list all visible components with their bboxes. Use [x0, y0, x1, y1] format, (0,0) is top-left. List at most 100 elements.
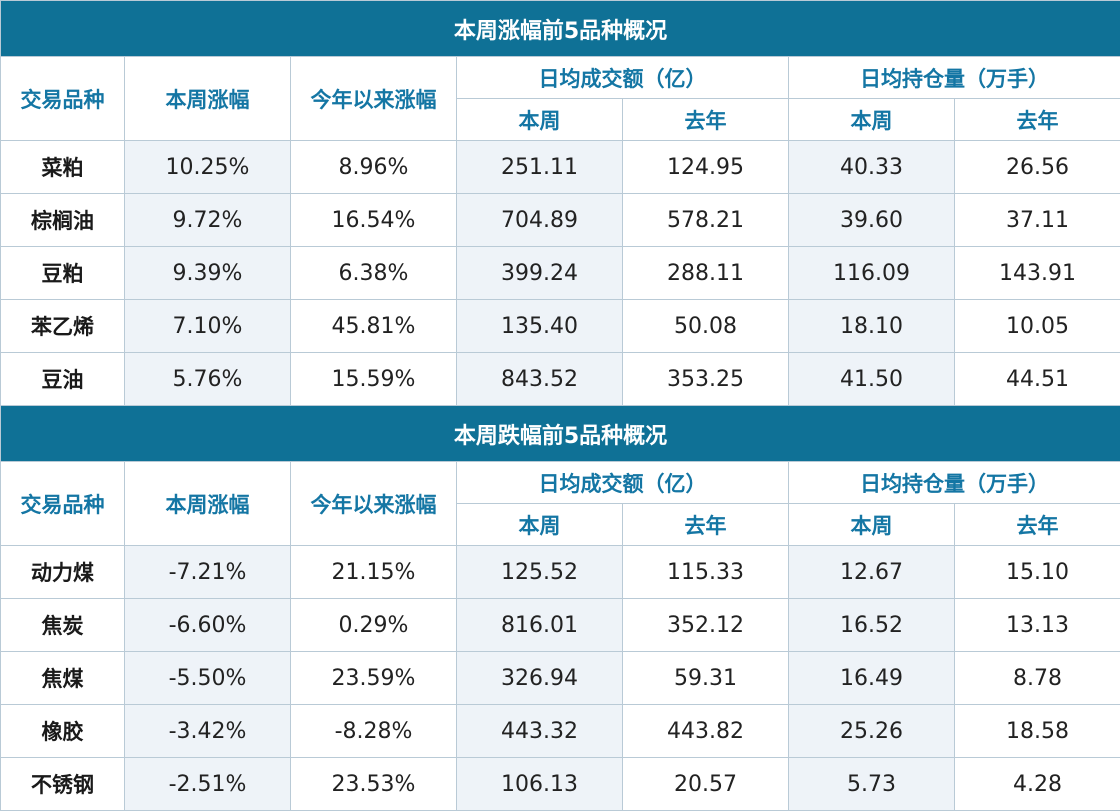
cell-volume-week: 816.01 — [456, 598, 623, 652]
cell-volume-last-year: 352.12 — [622, 598, 789, 652]
cell-week-change: -6.60% — [124, 598, 291, 652]
cell-oi-last-year: 18.58 — [953, 704, 1120, 758]
table-row: 豆油 5.76% 15.59% 843.52 353.25 41.50 44.51 — [0, 352, 1120, 406]
cell-volume-last-year: 20.57 — [622, 757, 789, 811]
header-oi-this-week: 本周 — [788, 98, 955, 141]
cell-ytd-change: -8.28% — [290, 704, 457, 758]
cell-volume-last-year: 578.21 — [622, 193, 789, 247]
table-row: 动力煤 -7.21% 21.15% 125.52 115.33 12.67 15.10 — [0, 545, 1120, 599]
cell-week-change: 10.25% — [124, 140, 291, 194]
cell-volume-week: 443.32 — [456, 704, 623, 758]
commodity-name: 菜粕 — [0, 140, 125, 194]
section-title: 本周涨幅前5品种概况 — [0, 0, 1120, 57]
header-volume-last-year: 去年 — [622, 98, 789, 141]
section-title-row: 本周涨幅前5品种概况 — [0, 0, 1120, 57]
header-oi-last-year: 去年 — [953, 98, 1120, 141]
cell-week-change: 5.76% — [124, 352, 291, 406]
commodity-name: 棕榈油 — [0, 193, 125, 247]
cell-volume-last-year: 443.82 — [622, 704, 789, 758]
commodity-name: 豆油 — [0, 352, 125, 406]
cell-volume-week: 135.40 — [456, 299, 623, 353]
cell-oi-week: 40.33 — [788, 140, 955, 194]
header-volume-group: 日均成交额（亿） — [456, 56, 789, 99]
cell-oi-last-year: 143.91 — [953, 246, 1120, 300]
commodity-name: 不锈钢 — [0, 757, 125, 811]
cell-week-change: 7.10% — [124, 299, 291, 353]
cell-ytd-change: 23.53% — [290, 757, 457, 811]
header-row-top: 交易品种 本周涨幅 今年以来涨幅 日均成交额（亿） 日均持仓量（万手） — [0, 461, 1120, 546]
cell-ytd-change: 45.81% — [290, 299, 457, 353]
cell-ytd-change: 16.54% — [290, 193, 457, 247]
cell-oi-week: 5.73 — [788, 757, 955, 811]
cell-volume-week: 704.89 — [456, 193, 623, 247]
header-volume-last-year: 去年 — [622, 503, 789, 546]
cell-oi-last-year: 8.78 — [953, 651, 1120, 705]
header-ytd-change: 今年以来涨幅 — [290, 461, 457, 546]
header-volume-this-week: 本周 — [456, 503, 623, 546]
header-name: 交易品种 — [0, 56, 125, 141]
cell-volume-week: 399.24 — [456, 246, 623, 300]
cell-week-change: -7.21% — [124, 545, 291, 599]
cell-oi-week: 16.52 — [788, 598, 955, 652]
header-row-top: 交易品种 本周涨幅 今年以来涨幅 日均成交额（亿） 日均持仓量（万手） — [0, 56, 1120, 141]
cell-volume-week: 106.13 — [456, 757, 623, 811]
cell-oi-last-year: 26.56 — [953, 140, 1120, 194]
table-row: 棕榈油 9.72% 16.54% 704.89 578.21 39.60 37.11 — [0, 193, 1120, 247]
table-row: 不锈钢 -2.51% 23.53% 106.13 20.57 5.73 4.28 — [0, 757, 1120, 811]
header-name: 交易品种 — [0, 461, 125, 546]
commodity-name: 焦炭 — [0, 598, 125, 652]
cell-volume-last-year: 124.95 — [622, 140, 789, 194]
cell-oi-last-year: 10.05 — [953, 299, 1120, 353]
header-ytd-change: 今年以来涨幅 — [290, 56, 457, 141]
commodity-name: 焦煤 — [0, 651, 125, 705]
cell-oi-last-year: 13.13 — [953, 598, 1120, 652]
cell-ytd-change: 8.96% — [290, 140, 457, 194]
cell-volume-last-year: 115.33 — [622, 545, 789, 599]
header-volume-this-week: 本周 — [456, 98, 623, 141]
cell-oi-week: 41.50 — [788, 352, 955, 406]
cell-volume-last-year: 50.08 — [622, 299, 789, 353]
header-week-change: 本周涨幅 — [124, 461, 291, 546]
table-row: 苯乙烯 7.10% 45.81% 135.40 50.08 18.10 10.05 — [0, 299, 1120, 353]
cell-volume-week: 251.11 — [456, 140, 623, 194]
section-title-row: 本周跌幅前5品种概况 — [0, 405, 1120, 462]
cell-oi-week: 18.10 — [788, 299, 955, 353]
cell-oi-week: 39.60 — [788, 193, 955, 247]
cell-week-change: -2.51% — [124, 757, 291, 811]
header-oi-group: 日均持仓量（万手） — [787, 56, 1120, 99]
commodity-name: 苯乙烯 — [0, 299, 125, 353]
cell-volume-week: 326.94 — [456, 651, 623, 705]
commodity-name: 豆粕 — [0, 246, 125, 300]
table-row: 橡胶 -3.42% -8.28% 443.32 443.82 25.26 18.58 — [0, 704, 1120, 758]
cell-oi-week: 12.67 — [788, 545, 955, 599]
cell-ytd-change: 21.15% — [290, 545, 457, 599]
cell-ytd-change: 0.29% — [290, 598, 457, 652]
cell-oi-last-year: 44.51 — [953, 352, 1120, 406]
header-oi-last-year: 去年 — [953, 503, 1120, 546]
cell-oi-week: 16.49 — [788, 651, 955, 705]
cell-oi-last-year: 4.28 — [953, 757, 1120, 811]
cell-ytd-change: 6.38% — [290, 246, 457, 300]
table-row: 菜粕 10.25% 8.96% 251.11 124.95 40.33 26.56 — [0, 140, 1120, 194]
cell-volume-last-year: 353.25 — [622, 352, 789, 406]
cell-week-change: -3.42% — [124, 704, 291, 758]
cell-volume-week: 125.52 — [456, 545, 623, 599]
table-row: 豆粕 9.39% 6.38% 399.24 288.11 116.09 143.91 — [0, 246, 1120, 300]
section-title: 本周跌幅前5品种概况 — [0, 405, 1120, 462]
header-row-sub: 本周 去年 本周 去年 — [1, 503, 1120, 546]
cell-week-change: 9.39% — [124, 246, 291, 300]
cell-oi-week: 25.26 — [788, 704, 955, 758]
table-row: 焦煤 -5.50% 23.59% 326.94 59.31 16.49 8.78 — [0, 651, 1120, 705]
header-volume-group: 日均成交额（亿） — [456, 461, 789, 504]
cell-week-change: -5.50% — [124, 651, 291, 705]
cell-oi-week: 116.09 — [788, 246, 955, 300]
table-row: 焦炭 -6.60% 0.29% 816.01 352.12 16.52 13.13 — [0, 598, 1120, 652]
cell-ytd-change: 15.59% — [290, 352, 457, 406]
cell-oi-last-year: 37.11 — [953, 193, 1120, 247]
header-row-sub: 本周 去年 本周 去年 — [1, 98, 1120, 141]
commodity-name: 动力煤 — [0, 545, 125, 599]
commodity-name: 橡胶 — [0, 704, 125, 758]
cell-volume-week: 843.52 — [456, 352, 623, 406]
cell-ytd-change: 23.59% — [290, 651, 457, 705]
